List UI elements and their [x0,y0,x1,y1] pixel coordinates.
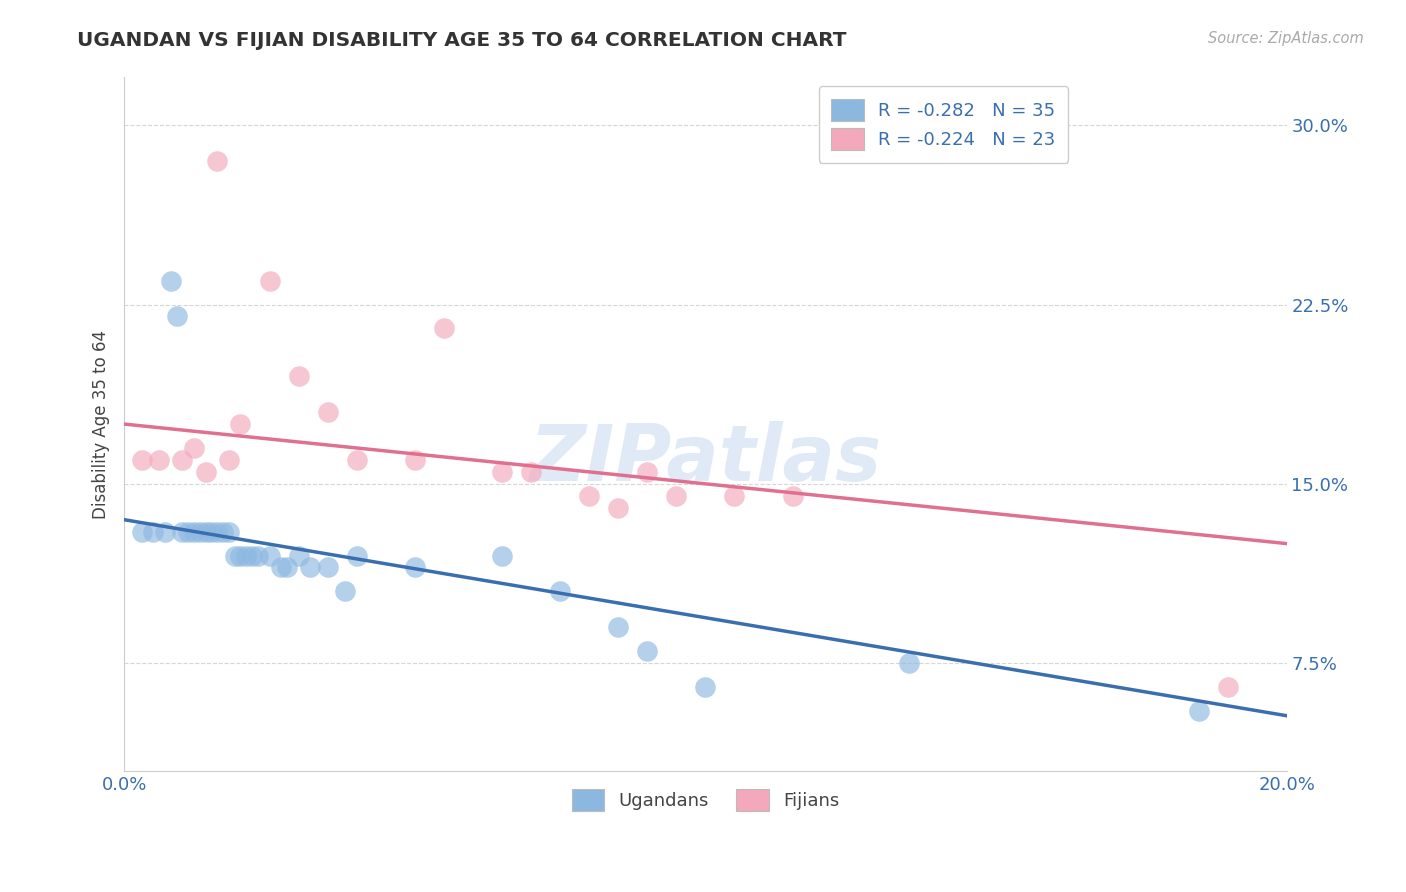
Y-axis label: Disability Age 35 to 64: Disability Age 35 to 64 [93,329,110,518]
Point [520,465,543,479]
Point [172,453,194,467]
Point [131,453,153,467]
Point [259,549,281,563]
Point [723,489,745,503]
Point [276,560,298,574]
Point [229,549,252,563]
Point [782,489,804,503]
Point [316,405,339,419]
Point [636,644,658,658]
Point [218,524,240,539]
Point [333,584,356,599]
Point [548,584,571,599]
Point [578,489,600,503]
Point [194,465,217,479]
Point [346,549,368,563]
Point [183,441,205,455]
Point [172,524,194,539]
Point [218,453,240,467]
Point [235,549,257,563]
Point [166,310,188,324]
Point [177,524,200,539]
Point [491,549,513,563]
Point [404,453,426,467]
Point [212,524,235,539]
Point [259,274,281,288]
Point [194,524,217,539]
Point [142,524,165,539]
Point [200,524,222,539]
Point [607,500,630,515]
Text: UGANDAN VS FIJIAN DISABILITY AGE 35 TO 64 CORRELATION CHART: UGANDAN VS FIJIAN DISABILITY AGE 35 TO 6… [77,31,846,50]
Point [229,417,252,431]
Point [188,524,211,539]
Point [148,453,170,467]
Point [346,453,368,467]
Point [433,321,456,335]
Point [205,154,228,169]
Point [1188,704,1211,718]
Point [607,620,630,634]
Point [1218,680,1240,694]
Point [131,524,153,539]
Point [224,549,246,563]
Point [183,524,205,539]
Point [270,560,292,574]
Point [240,549,263,563]
Point [299,560,322,574]
Point [205,524,228,539]
Point [491,465,513,479]
Point [897,656,920,670]
Point [159,274,181,288]
Point [316,560,339,574]
Point [287,369,309,384]
Point [695,680,717,694]
Point [404,560,426,574]
Point [665,489,688,503]
Legend: Ugandans, Fijians: Ugandans, Fijians [560,777,852,824]
Point [287,549,309,563]
Text: Source: ZipAtlas.com: Source: ZipAtlas.com [1208,31,1364,46]
Point [246,549,269,563]
Text: ZIPatlas: ZIPatlas [529,421,882,497]
Point [153,524,176,539]
Point [636,465,658,479]
